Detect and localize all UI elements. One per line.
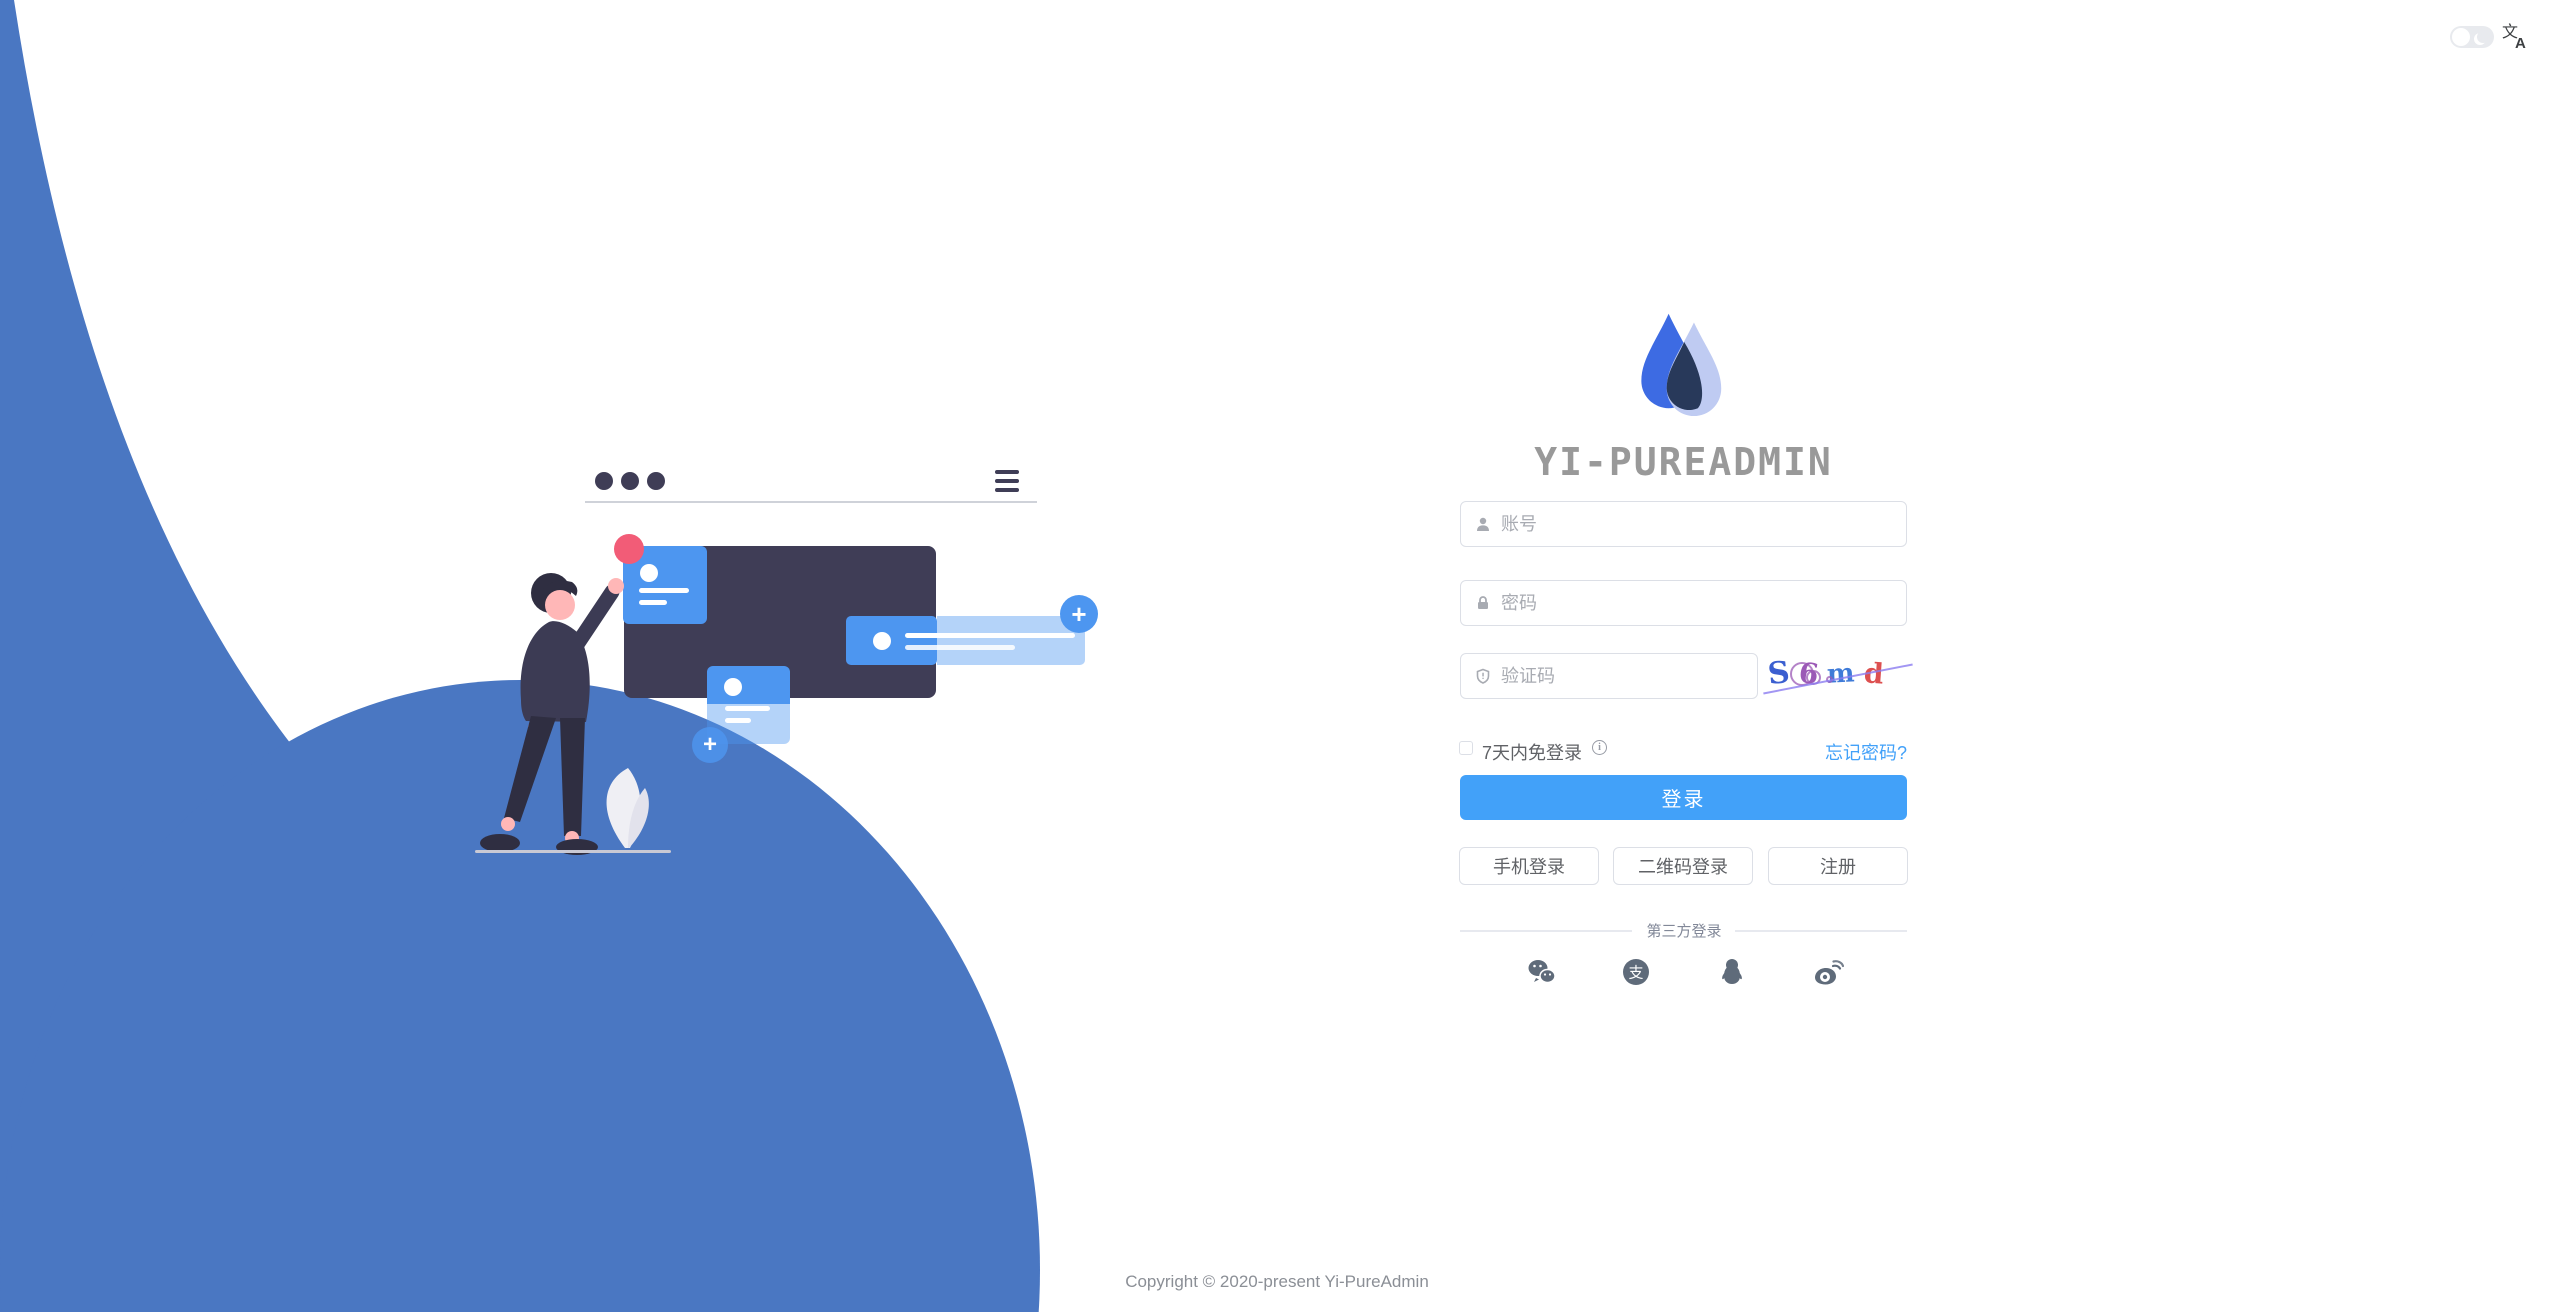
avatar [640, 564, 658, 582]
account-field[interactable] [1460, 501, 1907, 547]
translate-icon[interactable]: 文 A [2502, 22, 2530, 50]
captcha-char: m [1826, 657, 1856, 690]
dark-mode-toggle[interactable] [2450, 26, 2494, 48]
copyright-text: Copyright © 2020-present Yi-PureAdmin [1125, 1272, 1429, 1291]
svg-text:支: 支 [1628, 965, 1643, 982]
illustration-small-card [707, 666, 790, 704]
remember-me-checkbox[interactable] [1459, 741, 1473, 755]
weibo-icon[interactable] [1812, 956, 1844, 988]
ground-line [475, 850, 671, 853]
notification-dot [614, 534, 644, 564]
phone-login-button[interactable]: 手机登录 [1459, 847, 1599, 885]
toggle-knob [2452, 28, 2470, 46]
wechat-icon[interactable] [1526, 956, 1558, 988]
divider [1460, 930, 1632, 932]
svg-text:A: A [2515, 35, 2526, 50]
login-button[interactable]: 登录 [1460, 775, 1907, 820]
divider [1735, 930, 1907, 932]
register-button[interactable]: 注册 [1768, 847, 1908, 885]
password-input[interactable] [1501, 592, 1906, 614]
captcha-input[interactable] [1501, 665, 1757, 687]
qq-icon[interactable] [1716, 956, 1748, 988]
qrcode-login-button[interactable]: 二维码登录 [1613, 847, 1753, 885]
third-party-login-label: 第三方登录 [1646, 923, 1722, 940]
illustration-list-bar [937, 616, 1085, 665]
browser-dot-icon [595, 472, 613, 490]
app-title: YI-PUREADMIN [1534, 440, 1833, 484]
remember-me-label: 7天内免登录 [1482, 743, 1583, 763]
person-illustration [480, 573, 649, 855]
info-icon[interactable]: i [1592, 740, 1607, 755]
app-logo-drop-icon [1641, 313, 1722, 417]
svg-text:文: 文 [2502, 23, 2518, 41]
plus-icon: + [1060, 595, 1098, 633]
password-field[interactable] [1460, 580, 1907, 626]
lock-icon [1478, 596, 1488, 609]
browser-divider [585, 501, 1037, 503]
plus-icon: + [692, 727, 728, 763]
captcha-char: S [1766, 654, 1792, 693]
avatar [873, 632, 891, 650]
account-input[interactable] [1501, 513, 1906, 535]
illustration-list-card [846, 616, 937, 665]
browser-dot-icon [647, 472, 665, 490]
captcha-field[interactable] [1460, 653, 1758, 699]
avatar [724, 678, 742, 696]
alipay-icon[interactable]: 支 [1620, 956, 1652, 988]
browser-dot-icon [621, 472, 639, 490]
user-icon [1477, 517, 1489, 531]
shield-icon [1476, 668, 1490, 684]
forgot-password-link[interactable]: 忘记密码? [1824, 743, 1907, 763]
moon-icon [2477, 31, 2489, 43]
hamburger-menu-icon [995, 470, 1019, 492]
